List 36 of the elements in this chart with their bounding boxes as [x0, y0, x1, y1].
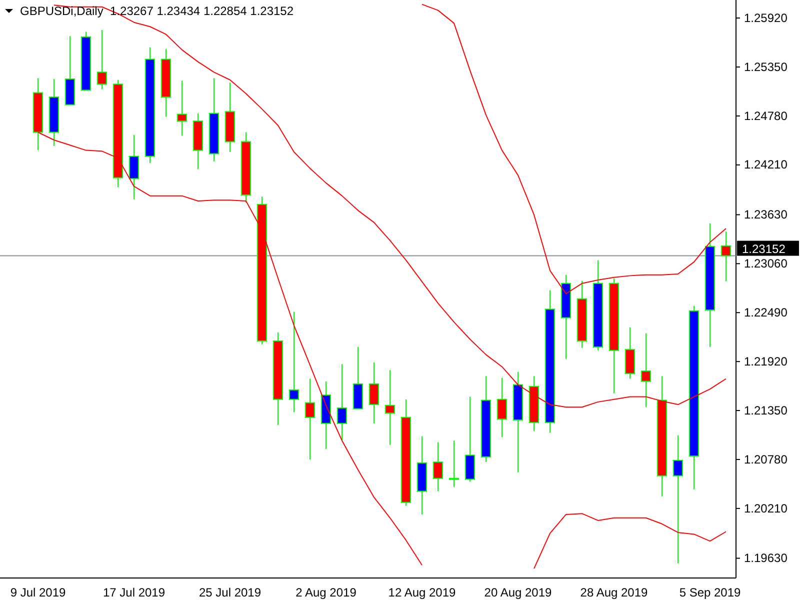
candlestick [497, 377, 507, 438]
x-tick-label: 28 Aug 2019 [580, 586, 648, 600]
chart-title: GBPUSDi,Daily 1.23267 1.23434 1.22854 1.23152 [20, 4, 294, 18]
y-tick-label: 1.21920 [744, 354, 788, 368]
candlestick [289, 311, 299, 413]
candlestick [673, 434, 683, 564]
x-tick-label: 2 Aug 2019 [296, 586, 357, 600]
candlestick [369, 362, 379, 424]
y-tick-label: 1.24210 [744, 158, 788, 172]
candlestick [385, 370, 395, 446]
candlestick [97, 30, 107, 90]
line-series [422, 4, 726, 294]
y-tick-label: 1.23630 [744, 208, 788, 222]
y-tick-label: 1.23060 [744, 256, 788, 271]
candlestick [129, 134, 139, 200]
candlestick [721, 231, 731, 282]
y-tick-label: 1.21350 [744, 403, 788, 418]
candlestick [305, 378, 315, 460]
y-tick-label: 1.19630 [744, 551, 788, 566]
ref-line-label: 1.23152 [742, 242, 786, 256]
candlestick [433, 442, 443, 492]
candlestick [337, 364, 347, 442]
x-tick-label: 5 Sep 2019 [679, 586, 742, 600]
x-tick-label: 12 Aug 2019 [388, 586, 456, 600]
y-tick-label: 1.20780 [744, 452, 788, 466]
y-tick-label: 1.25920 [744, 10, 788, 25]
y-tick-label: 1.20210 [744, 501, 788, 516]
candlestick [449, 440, 459, 488]
x-tick-label: 9 Jul 2019 [10, 586, 66, 600]
x-tick-label: 17 Jul 2019 [102, 586, 166, 600]
y-tick-label: 1.24780 [744, 108, 788, 123]
y-tick-label: 1.22490 [744, 305, 788, 320]
candlestick [177, 80, 187, 136]
y-tick-label: 1.25350 [744, 60, 788, 74]
x-tick-label: 25 Jul 2019 [198, 586, 262, 600]
x-tick-label: 20 Aug 2019 [484, 586, 552, 600]
